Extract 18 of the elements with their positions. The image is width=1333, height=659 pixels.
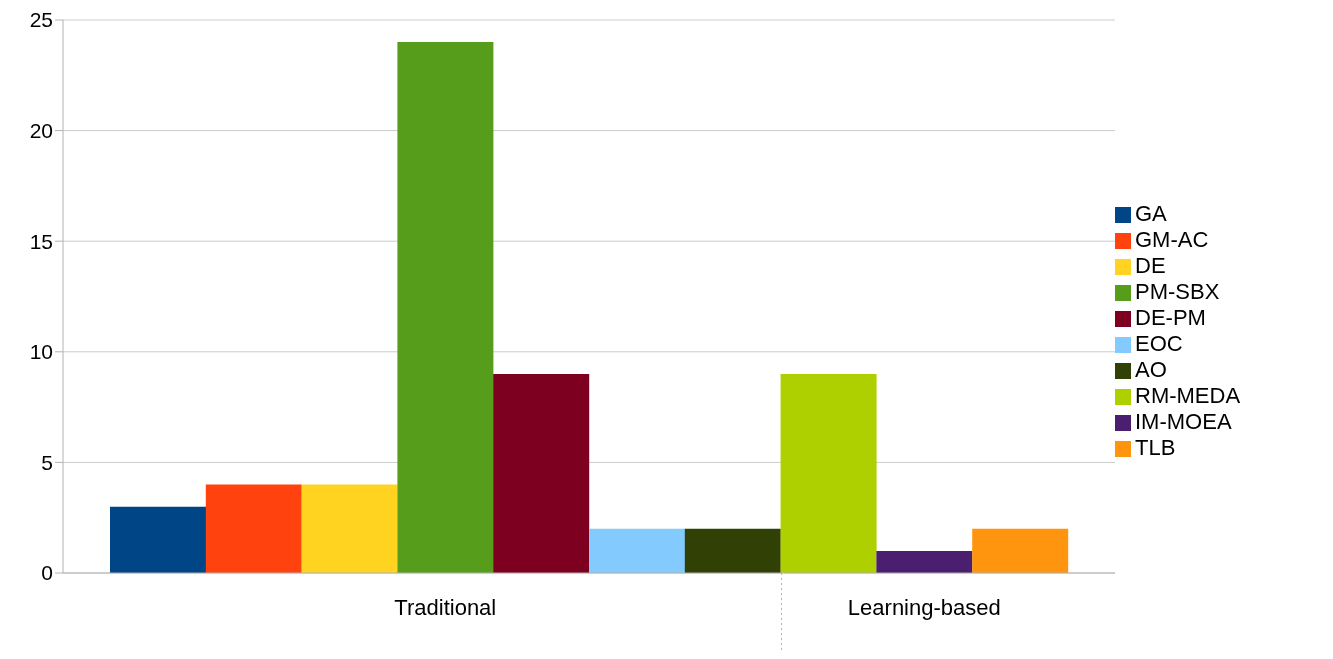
y-tick-label: 5 — [41, 450, 53, 474]
legend-label: GM-AC — [1135, 226, 1209, 252]
legend-label: PM-SBX — [1135, 278, 1220, 304]
legend-label: EOC — [1135, 330, 1183, 356]
legend-label: RM-MEDA — [1135, 382, 1241, 408]
y-tick-label: 15 — [29, 229, 53, 253]
text: Learning-based — [846, 595, 1002, 621]
legend-label: GA — [1135, 200, 1167, 226]
y-tick-label: 10 — [29, 340, 53, 364]
legend-label: TLB — [1135, 434, 1176, 460]
y-tick-label: 0 — [41, 561, 53, 585]
legend-label: IM-MOEA — [1135, 408, 1232, 434]
text: Traditional — [393, 595, 498, 621]
legend-label: AO — [1135, 356, 1167, 382]
y-tick-label: 25 — [29, 8, 53, 32]
y-tick-label: 20 — [29, 119, 53, 143]
legend-label: DE-PM — [1135, 304, 1206, 330]
legend-label: DE — [1135, 252, 1166, 278]
